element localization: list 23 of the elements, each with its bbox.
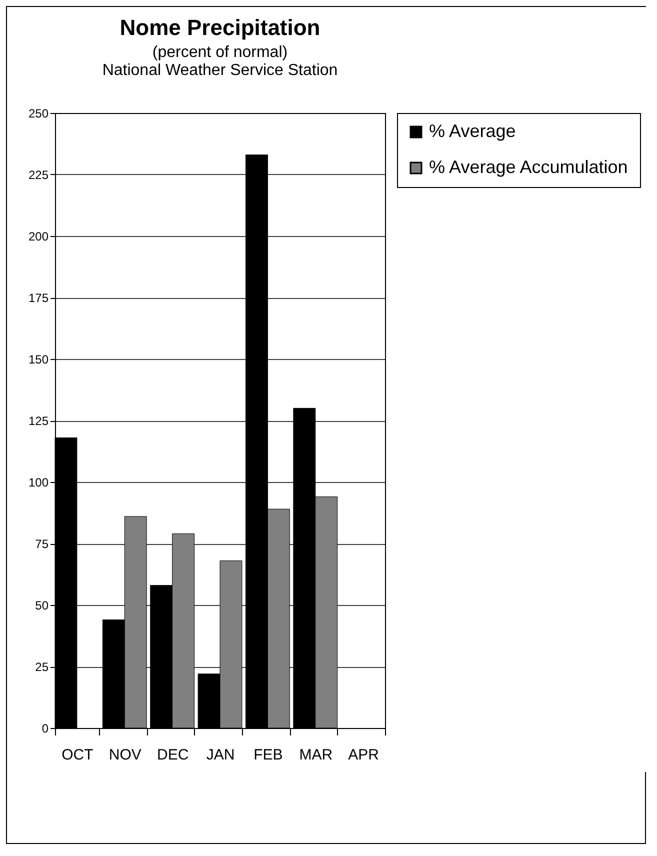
chart-title: Nome Precipitation bbox=[120, 15, 320, 40]
legend-label: % Average Accumulation bbox=[429, 157, 628, 177]
y-tick-label: 250 bbox=[28, 106, 49, 120]
y-tick-label: 175 bbox=[28, 291, 49, 305]
y-tick-label: 100 bbox=[28, 476, 49, 490]
y-tick-label: 200 bbox=[28, 230, 49, 244]
y-tick-label: 150 bbox=[28, 352, 49, 366]
x-tick-label: DEC bbox=[156, 746, 189, 764]
y-tick-label: 50 bbox=[35, 598, 49, 612]
x-tick-label: NOV bbox=[108, 746, 142, 764]
x-tick-label: FEB bbox=[254, 746, 283, 764]
text: National Weather Service Station bbox=[102, 62, 338, 79]
legend-label: % Average bbox=[429, 121, 516, 141]
y-tick-label: 75 bbox=[35, 537, 49, 551]
y-tick-label: 125 bbox=[28, 414, 49, 428]
y-tick-label: 225 bbox=[28, 168, 49, 182]
chart-subtitle: (percent of normal) bbox=[152, 44, 288, 61]
x-tick-label: MAR bbox=[299, 746, 333, 764]
x-tick-label: APR bbox=[348, 746, 380, 764]
x-tick-label: OCT bbox=[62, 746, 94, 764]
x-tick-label: JAN bbox=[206, 746, 235, 764]
y-tick-label: 25 bbox=[35, 660, 49, 674]
y-tick-label: 0 bbox=[42, 722, 49, 736]
